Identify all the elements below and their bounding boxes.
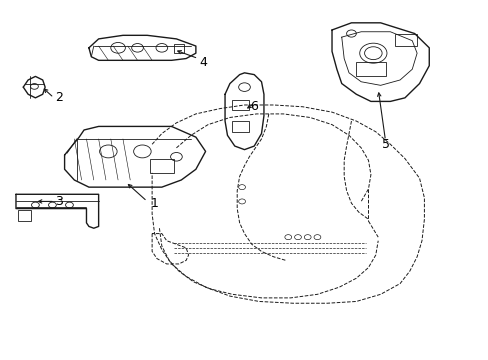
Text: 5: 5 xyxy=(381,138,389,151)
Text: 3: 3 xyxy=(55,195,62,208)
Bar xyxy=(174,44,183,53)
Text: 1: 1 xyxy=(150,197,158,210)
Bar xyxy=(232,121,249,132)
Bar xyxy=(19,210,30,221)
Bar xyxy=(356,62,385,76)
Text: 6: 6 xyxy=(250,100,258,113)
Text: 2: 2 xyxy=(55,91,62,104)
Text: 4: 4 xyxy=(199,55,207,69)
Bar xyxy=(232,100,249,111)
Bar xyxy=(149,158,174,173)
Bar xyxy=(394,33,416,46)
